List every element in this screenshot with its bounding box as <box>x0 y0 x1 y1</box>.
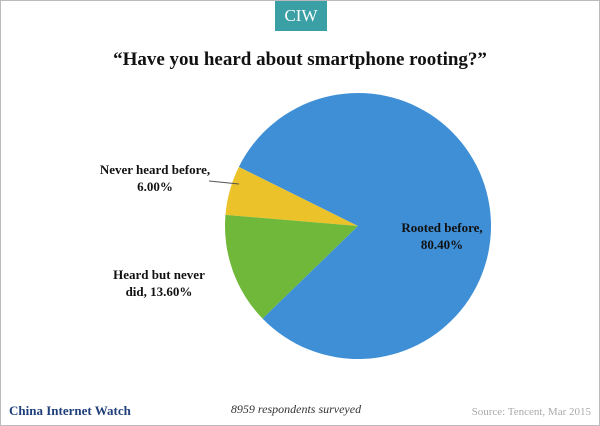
data-label: Heard but never did, 13.60% <box>113 267 205 299</box>
source: Source: Tencent, Mar 2015 <box>471 406 591 418</box>
brand: China Internet Watch <box>9 403 131 418</box>
chart-title: “Have you heard about smartphone rooting… <box>113 49 487 70</box>
pie-slice <box>224 214 358 319</box>
note: 8959 respondents surveyed <box>230 402 362 416</box>
pie-slice <box>225 166 358 226</box>
logo: CIW <box>275 1 327 31</box>
pie-slice <box>238 92 491 359</box>
data-label: Rooted before, 80.40% <box>401 220 483 252</box>
leader-line <box>208 180 240 185</box>
data-label: Never heard before, 6.00% <box>99 162 211 194</box>
